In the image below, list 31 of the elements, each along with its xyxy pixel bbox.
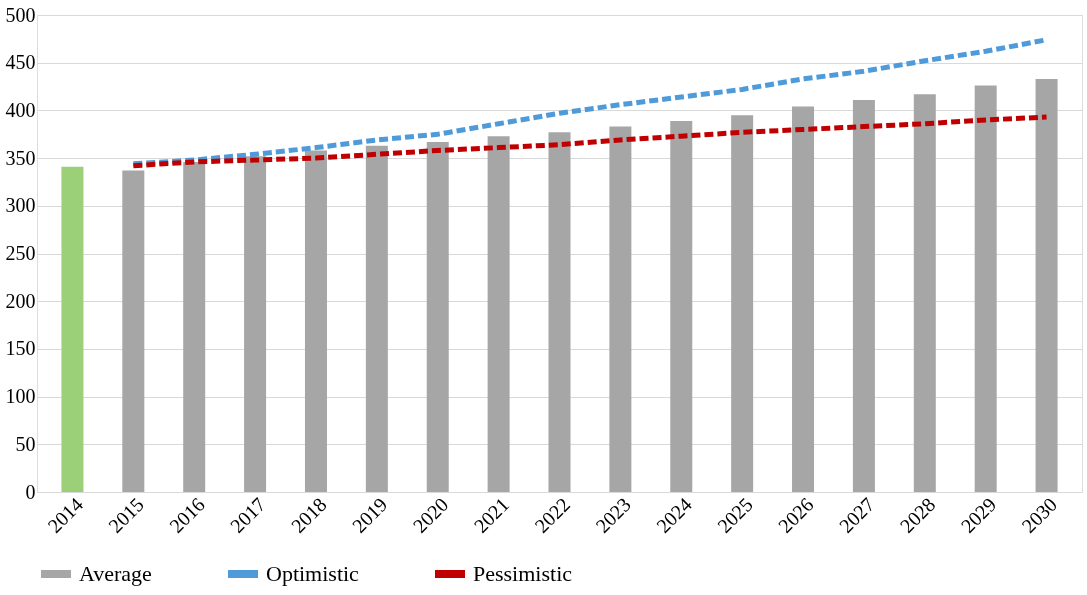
y-tick-label: 400 — [5, 98, 36, 121]
bar — [487, 136, 510, 492]
bar — [974, 85, 997, 492]
bar — [913, 94, 936, 492]
legend-label: Average — [79, 561, 152, 586]
bar — [609, 126, 632, 492]
bar — [183, 161, 206, 492]
bar — [792, 106, 815, 492]
y-tick-label: 150 — [5, 337, 36, 360]
bar — [61, 166, 84, 492]
bar — [852, 99, 875, 492]
bar — [365, 145, 388, 492]
bar — [1035, 78, 1058, 492]
y-tick-label: 350 — [5, 146, 36, 169]
bar — [548, 132, 571, 492]
bar — [304, 150, 327, 492]
bar — [426, 141, 449, 492]
bar — [122, 170, 145, 492]
y-tick-label: 300 — [5, 194, 36, 217]
legend-label: Optimistic — [266, 561, 360, 586]
y-tick-label: 100 — [5, 385, 36, 408]
y-tick-label: 250 — [5, 242, 36, 264]
y-tick-label: 450 — [5, 51, 36, 74]
y-tick-label: 500 — [5, 3, 36, 26]
y-tick-label: 50 — [15, 432, 36, 455]
bar — [244, 156, 267, 492]
y-tick-label: 200 — [5, 289, 36, 312]
bar — [670, 120, 693, 492]
bar — [731, 115, 754, 492]
y-tick-label: 0 — [25, 480, 36, 503]
legend-label: Pessimistic — [473, 561, 573, 586]
